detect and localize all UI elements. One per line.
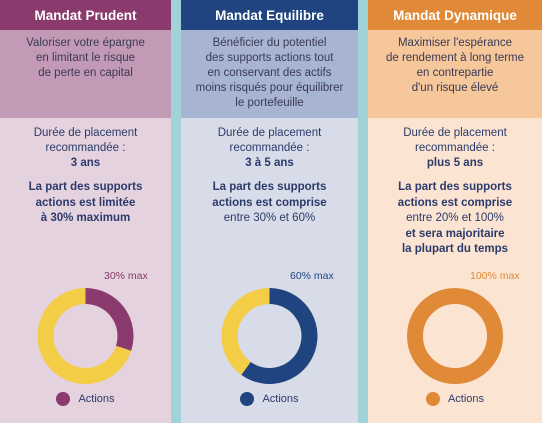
objective-line: d'un risque élevé bbox=[411, 82, 499, 94]
donut-slice-actions bbox=[407, 288, 503, 384]
card-title: Mandat Prudent bbox=[0, 0, 171, 30]
legend-dot-icon bbox=[56, 392, 71, 406]
card-dynamique: Mandat Dynamique Maximiser l'espérance d… bbox=[368, 0, 542, 423]
duration-block: Durée de placement recommandée : 3 à 5 a… bbox=[181, 126, 358, 171]
share-line: entre 30% et 60% bbox=[223, 212, 316, 224]
donut-slice-other bbox=[221, 288, 270, 375]
card-objective: Bénéficier du potentiel des supports act… bbox=[181, 30, 358, 118]
share-block: La part des supports actions est limitée… bbox=[0, 180, 171, 227]
max-label: 60% max bbox=[290, 270, 334, 282]
card-objective: Maximiser l'espérance de rendement à lon… bbox=[368, 30, 542, 118]
max-label: 30% max bbox=[104, 270, 148, 282]
donut-chart bbox=[407, 288, 503, 384]
legend: Actions bbox=[0, 392, 171, 406]
donut-chart bbox=[37, 288, 134, 384]
share-line: actions est comprise bbox=[397, 196, 513, 209]
duration-value: plus 5 ans bbox=[426, 157, 484, 169]
donut-slice-actions bbox=[85, 288, 134, 351]
objective-line: de perte en capital bbox=[38, 67, 133, 79]
duration-block: Durée de placement recommandée : 3 ans bbox=[0, 126, 171, 171]
share-block: La part des supports actions est compris… bbox=[368, 180, 542, 258]
objective-line: des supports actions tout bbox=[205, 52, 334, 64]
card-title-text: Mandat Dynamique bbox=[393, 7, 517, 23]
separator-strip bbox=[358, 0, 368, 423]
card-title: Mandat Dynamique bbox=[368, 0, 542, 30]
objective-line: Valoriser votre épargne bbox=[26, 37, 145, 49]
legend-label: Actions bbox=[447, 393, 485, 405]
card-title-text: Mandat Equilibre bbox=[215, 7, 324, 23]
duration-label: Durée de placement bbox=[403, 127, 507, 139]
card-title-text: Mandat Prudent bbox=[34, 7, 137, 23]
share-line: actions est comprise bbox=[212, 196, 327, 209]
share-line: à 30% maximum bbox=[40, 212, 131, 224]
donut-chart bbox=[221, 288, 318, 384]
card-title: Mandat Equilibre bbox=[181, 0, 358, 30]
share-block: La part des supports actions est compris… bbox=[181, 180, 358, 227]
objective-line: Bénéficier du potentiel bbox=[212, 37, 327, 49]
card-objective: Valoriser votre épargne en limitant le r… bbox=[0, 30, 171, 118]
objective-line: moins risqués pour équilibrer bbox=[195, 82, 344, 94]
donut-slice-other bbox=[37, 288, 132, 384]
card-prudent: Mandat Prudent Valoriser votre épargne e… bbox=[0, 0, 171, 423]
share-line: actions est limitée bbox=[35, 196, 136, 209]
duration-label: Durée de placement bbox=[217, 127, 322, 139]
duration-label: recommandée : bbox=[45, 142, 126, 154]
share-line: La part des supports bbox=[398, 181, 512, 193]
legend-label: Actions bbox=[78, 393, 115, 405]
share-line: La part des supports bbox=[212, 181, 327, 193]
legend-dot-icon bbox=[425, 392, 440, 406]
duration-value: 3 ans bbox=[70, 157, 101, 169]
objective-line: en contrepartie bbox=[416, 67, 494, 79]
duration-value: 3 à 5 ans bbox=[245, 157, 294, 169]
share-line: entre 20% et 100% bbox=[406, 212, 504, 224]
objective-line: en conservant des actifs bbox=[207, 67, 332, 79]
objective-line: de rendement à long terme bbox=[385, 52, 525, 64]
share-line: La part des supports bbox=[28, 181, 143, 193]
objective-line: le portefeuille bbox=[235, 97, 304, 109]
card-equilibre: Mandat Equilibre Bénéficier du potentiel… bbox=[181, 0, 358, 423]
donut-slice-actions bbox=[241, 288, 318, 384]
duration-label: recommandée : bbox=[229, 142, 310, 154]
objective-line: en limitant le risque bbox=[35, 52, 136, 64]
duration-label: Durée de placement bbox=[33, 127, 138, 139]
separator-strip bbox=[171, 0, 181, 423]
duration-label: recommandée : bbox=[415, 142, 495, 154]
objective-line: Maximiser l'espérance bbox=[397, 37, 513, 49]
share-line: la plupart du temps bbox=[401, 243, 509, 255]
duration-block: Durée de placement recommandée : plus 5 … bbox=[368, 126, 542, 171]
legend: Actions bbox=[181, 392, 358, 406]
legend: Actions bbox=[368, 392, 542, 406]
share-line: et sera majoritaire bbox=[405, 227, 505, 240]
max-label: 100% max bbox=[470, 270, 520, 282]
legend-dot-icon bbox=[240, 392, 255, 406]
legend-label: Actions bbox=[262, 393, 299, 405]
